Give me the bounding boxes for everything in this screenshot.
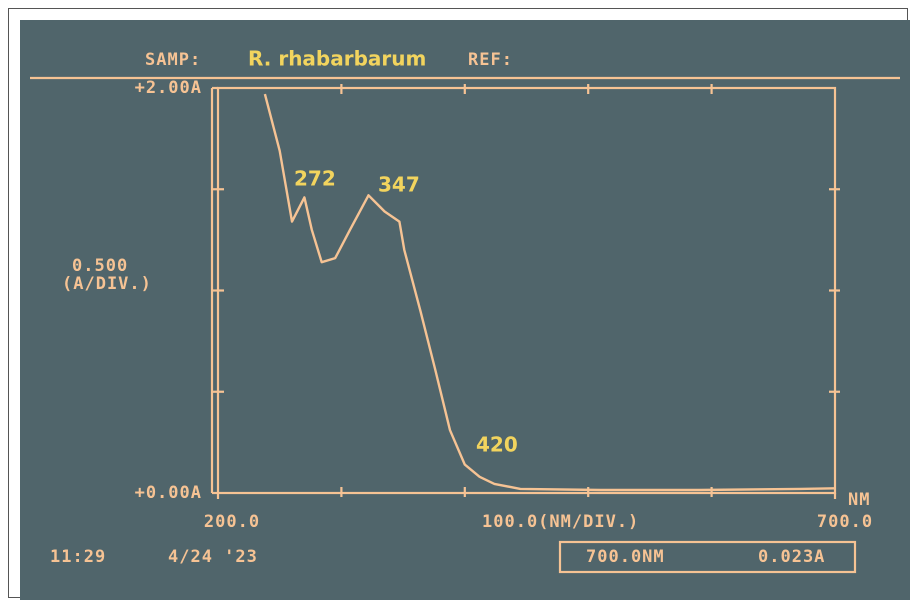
x-tick-label: 700.0: [817, 512, 873, 532]
date: 4/24 '23: [168, 547, 258, 567]
x-unit: NM: [848, 490, 870, 510]
readout-wavelength: 700.0NM: [586, 547, 665, 567]
peak-annotation: 272: [294, 167, 336, 191]
x-division: 100.0(NM/DIV.): [482, 512, 639, 532]
peak-annotation: 347: [378, 173, 420, 197]
x-tick-label: 200.0: [204, 512, 260, 532]
chart: SAMP: R. rhabarbarum REF: 0.500 (A/DIV.)…: [20, 20, 910, 600]
readout-absorbance: 0.023A: [758, 547, 825, 567]
sample-label: SAMP:: [145, 50, 201, 70]
page: {"chart_data": { "type": "line", "header…: [0, 0, 916, 606]
y-tick-label: +2.00A: [135, 78, 202, 98]
y-division: 0.500: [72, 256, 128, 276]
reference-label: REF:: [468, 50, 513, 70]
peak-annotation: 420: [476, 433, 518, 457]
screen: [20, 20, 910, 600]
y-division-unit: (A/DIV.): [62, 274, 152, 294]
time: 11:29: [50, 547, 106, 567]
sample-name: R. rhabarbarum: [248, 47, 426, 71]
y-tick-label: +0.00A: [135, 483, 202, 503]
